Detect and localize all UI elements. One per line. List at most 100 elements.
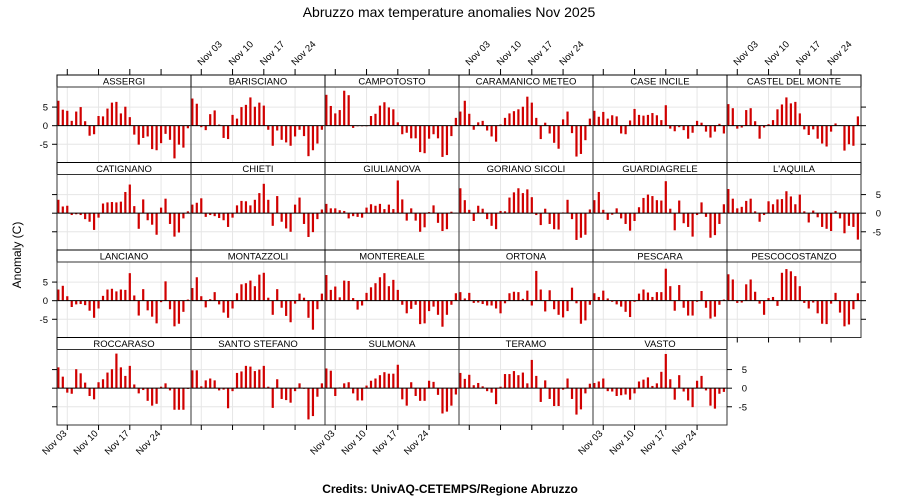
bar-goriano-sicoli-nov-15 <box>521 193 524 214</box>
bar-campotosto-nov-11 <box>369 116 373 126</box>
bar-pescara-nov-11 <box>637 293 641 301</box>
bar-barisciano-nov-2 <box>195 103 198 126</box>
bar-catignano-nov-22 <box>151 213 154 225</box>
bar-teramo-nov-29 <box>584 388 587 394</box>
bar-goriano-sicoli-nov-11 <box>503 211 507 214</box>
bar-caramanico-meteo-nov-4 <box>472 125 475 130</box>
panel-title-lanciano: LANCIANO <box>100 252 149 263</box>
bar-castel-del-monte-nov-11 <box>771 120 775 126</box>
bar-lanciano-nov-10 <box>97 300 100 309</box>
bar-lanciano-nov-19 <box>137 300 140 316</box>
bar-sulmona-nov-18 <box>401 388 404 400</box>
bar-teramo-nov-3 <box>468 374 471 389</box>
bar-giulianova-nov-22 <box>419 213 422 232</box>
bar-castel-del-monte-nov-2 <box>731 108 734 126</box>
bar-teramo-nov-27 <box>575 388 578 415</box>
bar-chieti-nov-15 <box>253 199 256 214</box>
bar-ortona-nov-3 <box>468 292 471 301</box>
bar-guardiagrele-nov-3 <box>602 209 605 214</box>
bar-giulianova-nov-29 <box>450 211 453 214</box>
bar-sulmona-nov-23 <box>423 388 426 401</box>
bar-guardiagrele-nov-17 <box>664 181 667 214</box>
bar-guardiagrele-nov-11 <box>637 207 641 214</box>
bar-santo-stefano-nov-20 <box>276 379 279 389</box>
bar-sulmona-nov-20 <box>410 382 413 389</box>
bar-case-incile-nov-11 <box>637 114 641 126</box>
bar-caramanico-meteo-nov-19 <box>539 125 542 140</box>
bar-santo-stefano-nov-14 <box>249 366 252 389</box>
bar-guardiagrele-nov-7 <box>620 213 623 219</box>
bar-vasto-nov-3 <box>602 378 605 389</box>
y-tick-label-right: -5 <box>739 402 747 413</box>
bar-lanciano-nov-18 <box>133 295 136 301</box>
bar-ortona-nov-8 <box>490 300 493 306</box>
bar-vasto-nov-22 <box>687 388 690 401</box>
bar-caramanico-meteo-nov-20 <box>544 122 547 126</box>
panel-title-montazzoli: MONTAZZOLI <box>228 252 289 263</box>
bar-santo-stefano-nov-30 <box>320 383 323 389</box>
panel-title-assergi: ASSERGI <box>103 77 145 88</box>
bar-ortona-nov-24 <box>561 300 565 318</box>
bar-campotosto-nov-19 <box>405 125 408 133</box>
bar-guardiagrele-nov-28 <box>713 213 717 236</box>
bar-montazzoli-nov-26 <box>302 297 306 301</box>
bar-caramanico-meteo-nov-3 <box>468 113 471 126</box>
bar-chieti-nov-2 <box>195 202 198 214</box>
bar-castel-del-monte-nov-28 <box>847 125 851 145</box>
bar-pescocostanzo-nov-25 <box>834 292 837 301</box>
bar-montereale-nov-24 <box>427 300 431 312</box>
bar-case-incile-nov-15 <box>655 115 658 126</box>
bar-roccaraso-nov-3 <box>66 388 69 393</box>
bar-guardiagrele-nov-26 <box>704 213 708 217</box>
bar-barisciano-nov-10 <box>231 114 234 126</box>
bar-vasto-nov-5 <box>611 388 614 392</box>
bar-santo-stefano-nov-22 <box>285 388 288 401</box>
bar-case-incile-nov-9 <box>628 120 632 126</box>
bar-pescocostanzo-nov-11 <box>771 296 775 301</box>
bar-catignano-nov-1 <box>57 199 60 214</box>
bar-case-incile-nov-1 <box>593 110 596 126</box>
bar-santo-stefano-nov-10 <box>231 388 234 392</box>
bar-santo-stefano-nov-1 <box>191 370 194 389</box>
bar-l-aquila-nov-25 <box>834 210 837 214</box>
bar-santo-stefano-nov-12 <box>240 371 243 389</box>
bar-pescara-nov-18 <box>669 286 672 301</box>
bar-castel-del-monte-nov-14 <box>785 97 788 126</box>
bar-roccaraso-nov-28 <box>177 388 181 410</box>
bar-catignano-nov-29 <box>182 213 185 219</box>
bar-barisciano-nov-4 <box>204 125 207 131</box>
bar-pescocostanzo-nov-27 <box>843 300 846 327</box>
bar-l-aquila-nov-3 <box>736 208 739 214</box>
bar-catignano-nov-2 <box>61 206 64 214</box>
bar-montereale-nov-20 <box>410 300 413 309</box>
panel-title-l-aquila: L'AQUILA <box>773 164 816 175</box>
y-axis-label: Anomaly (C) <box>10 222 24 289</box>
bar-santo-stefano-nov-24 <box>293 388 297 392</box>
chart-title: Abruzzo max temperature anomalies Nov 20… <box>303 4 596 20</box>
bar-vasto-nov-9 <box>628 388 632 400</box>
panel-frame <box>190 174 326 251</box>
panel-title-case-incile: CASE INCILE <box>630 77 689 88</box>
bar-pescara-nov-30 <box>722 299 725 301</box>
bar-lanciano-nov-4 <box>70 300 73 308</box>
bar-case-incile-nov-29 <box>718 123 721 126</box>
bar-l-aquila-nov-18 <box>803 211 806 214</box>
bar-vasto-nov-10 <box>633 388 636 394</box>
bar-teramo-nov-19 <box>539 388 542 402</box>
bar-giulianova-nov-20 <box>410 208 413 214</box>
bar-barisciano-nov-16 <box>258 102 261 126</box>
bar-guardiagrele-nov-1 <box>593 200 596 214</box>
bar-montereale-nov-13 <box>378 277 382 301</box>
bar-ortona-nov-27 <box>575 300 578 304</box>
bar-roccaraso-nov-19 <box>137 388 140 394</box>
y-tick-label-right: -5 <box>873 227 881 238</box>
bar-guardiagrele-nov-15 <box>655 200 658 214</box>
bar-campotosto-nov-12 <box>374 113 377 126</box>
bar-pescocostanzo-nov-19 <box>807 300 810 309</box>
bar-pescocostanzo-nov-15 <box>789 271 792 301</box>
bar-chieti-nov-22 <box>285 213 288 229</box>
bar-l-aquila-nov-12 <box>776 199 779 214</box>
bar-giulianova-nov-7 <box>352 213 355 217</box>
bar-guardiagrele-nov-14 <box>651 196 654 214</box>
bar-roccaraso-nov-21 <box>146 388 149 401</box>
